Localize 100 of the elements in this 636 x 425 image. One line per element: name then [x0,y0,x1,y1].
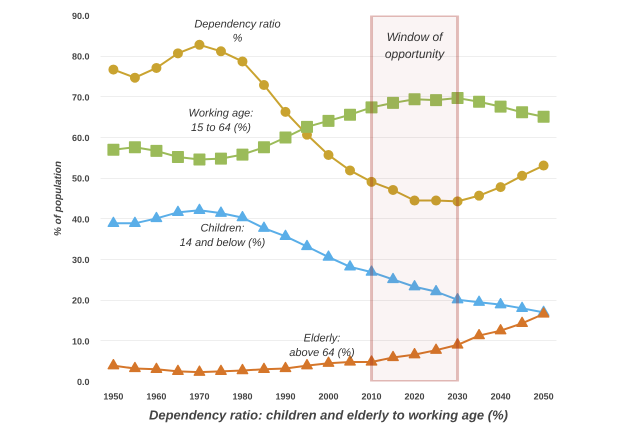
point [517,170,528,181]
point [408,93,421,106]
point [194,40,204,50]
x-tick-label: 2040 [490,392,511,402]
point [108,64,118,75]
point [258,362,270,373]
point [214,206,227,217]
x-tick-label: 1960 [146,392,166,402]
point [280,106,290,117]
point [107,216,120,227]
point [452,92,464,104]
point [258,221,270,232]
point [366,101,378,114]
point [452,338,464,349]
point [322,250,334,261]
y-tick-label: 40.0 [72,214,90,224]
y-axis-title: % of population [52,160,64,236]
series-label: Dependency ratio % [194,18,281,45]
point [366,355,378,366]
point [408,280,421,290]
point [128,141,141,154]
y-tick-label: 10.0 [72,336,90,346]
point [431,196,442,206]
point [473,328,486,340]
point [474,190,484,201]
x-tick-label: 2010 [362,392,382,402]
y-tick-label: 70.0 [72,92,90,102]
point [538,160,549,171]
point [172,151,184,164]
point [322,356,334,367]
point [214,364,227,376]
point [430,94,442,106]
point [150,362,162,373]
point [258,80,269,90]
point [279,229,292,240]
point [300,358,313,370]
point [172,364,184,376]
point [387,96,400,109]
point [236,364,248,374]
point [496,182,506,192]
x-tick-label: 2020 [404,392,425,402]
y-tick-label: 0.0 [76,377,90,387]
point [193,365,206,376]
point [452,292,464,304]
point [387,350,400,362]
x-tick-label: 1970 [189,392,210,402]
point [172,48,183,58]
point [151,62,162,73]
point [322,114,334,127]
point [388,184,398,195]
point [516,316,528,328]
point [128,362,141,372]
x-tick-label: 2030 [448,392,468,402]
y-tick-label: 50.0 [72,174,90,184]
point [300,240,313,250]
point [236,148,248,161]
point [366,176,377,187]
x-tick-label: 1990 [275,392,296,402]
point [344,108,356,121]
point [193,203,206,214]
point [408,348,421,358]
x-axis-title: Dependency ratio: children and elderly to working age (%) [148,408,508,422]
point [279,132,292,144]
point [193,153,206,166]
band-label: Window of opportunity [384,30,446,61]
x-tick-label: 2050 [534,392,554,402]
point [150,144,162,157]
point [214,152,227,165]
point [279,362,292,372]
point [494,324,507,334]
point [473,96,486,108]
point [538,110,550,123]
series-label: Elderly: above 64 (%) [289,332,356,359]
series-label: Working age: 15 to 64 (%) [188,107,254,134]
point [345,165,356,176]
series-label: Children: 14 and below (%) [180,222,266,249]
point [410,196,420,206]
y-tick-label: 30.0 [72,255,90,265]
point [150,212,162,222]
point [387,272,400,284]
point [516,301,528,312]
x-tick-label: 1950 [103,392,124,402]
point [300,120,313,133]
point [107,144,120,156]
y-tick-label: 90.0 [72,11,90,21]
y-tick-label: 20.0 [72,296,90,306]
point [107,358,120,370]
point [516,106,528,118]
x-tick-label: 1980 [232,392,252,402]
point [494,100,507,113]
point [344,260,356,270]
point [172,205,184,216]
point [473,295,486,306]
point [430,343,442,354]
point [258,141,270,154]
y-tick-label: 60.0 [72,133,90,143]
point [366,265,378,276]
point [324,150,334,160]
point [236,210,248,222]
point [452,196,463,206]
